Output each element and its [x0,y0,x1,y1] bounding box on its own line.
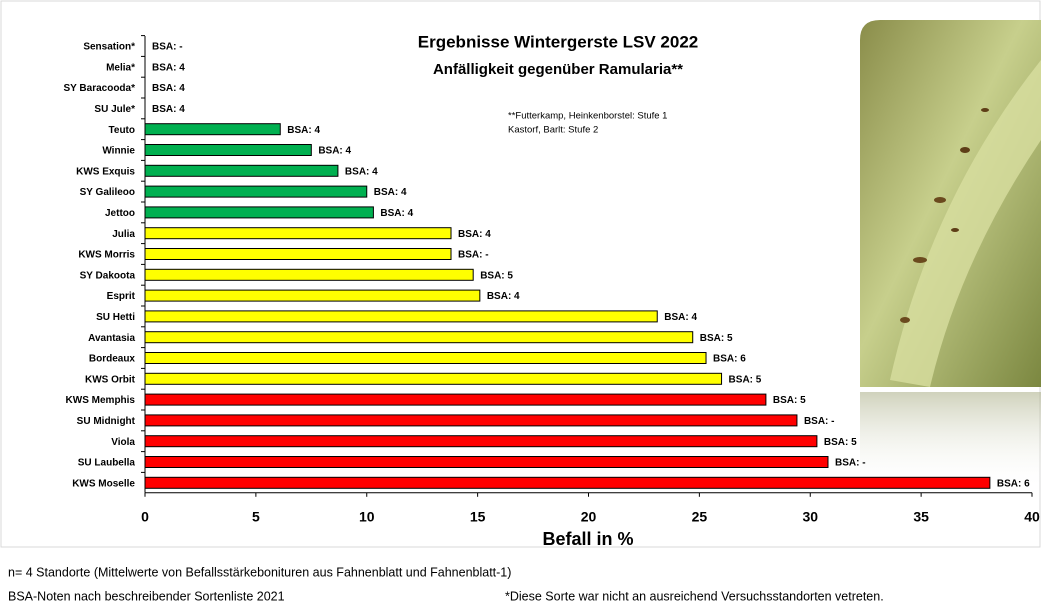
y-tick-label: KWS Moselle [72,478,135,489]
x-tick-label: 15 [470,509,486,525]
y-tick-label: Sensation* [83,42,135,53]
bar [145,457,828,468]
bar [145,249,451,260]
footnote: BSA-Noten nach beschreibender Sortenlist… [8,589,285,603]
chart-title: Ergebnisse Wintergerste LSV 2022 [418,32,698,51]
bsa-label: BSA: 5 [824,437,857,448]
bsa-label: BSA: 5 [480,270,513,281]
x-tick-label: 0 [141,509,149,525]
x-tick-label: 20 [581,509,597,525]
bar [145,477,990,488]
bar [145,290,480,301]
x-tick-label: 10 [359,509,375,525]
bsa-label: BSA: 6 [713,354,746,365]
y-tick-label: KWS Orbit [85,374,136,385]
bsa-label: BSA: 4 [664,312,697,323]
x-tick-label: 30 [802,509,818,525]
bar [145,332,693,343]
bsa-label: BSA: 5 [773,395,806,406]
y-tick-label: Julia [112,229,135,240]
y-tick-label: Bordeaux [89,354,136,365]
bar [145,145,311,156]
y-tick-label: SU Laubella [78,458,136,469]
bar [145,373,722,384]
bar [145,353,706,364]
bsa-label: BSA: - [152,42,183,53]
x-tick-label: 25 [692,509,708,525]
bsa-label: BSA: 4 [152,83,185,94]
y-tick-label: Esprit [107,291,136,302]
y-tick-label: KWS Memphis [66,395,136,406]
bar [145,415,797,426]
y-tick-label: Winnie [102,146,135,157]
bsa-label: BSA: 6 [997,478,1030,489]
y-tick-label: SU Jule* [94,104,135,115]
x-tick-label: 40 [1024,509,1040,525]
bsa-label: BSA: 4 [345,166,378,177]
bsa-label: BSA: 5 [700,333,733,344]
chart-subtitle: Anfälligkeit gegenüber Ramularia** [433,61,683,78]
bar [145,124,280,135]
bsa-label: BSA: 4 [487,291,520,302]
chart: Ergebnisse Wintergerste LSV 2022 Anfälli… [0,0,1041,607]
annotation: Kastorf, Barlt: Stufe 2 [508,125,598,136]
y-tick-label: SY Galileoo [80,187,135,198]
bsa-label: BSA: 4 [458,229,491,240]
bsa-label: BSA: 4 [380,208,413,219]
x-axis-label: Befall in % [542,529,633,549]
leaf-photo [860,20,1041,490]
y-tick-label: Viola [111,437,135,448]
bsa-label: BSA: 4 [152,104,185,115]
y-tick-label: Teuto [109,125,135,136]
y-tick-label: SY Baracooda* [63,83,135,94]
y-tick-label: KWS Exquis [76,166,135,177]
bar [145,436,817,447]
footnote: *Diese Sorte war nicht an ausreichend Ve… [505,589,884,603]
bsa-label: BSA: 4 [152,62,185,73]
bar [145,207,373,218]
bar [145,394,766,405]
y-tick-label: KWS Morris [78,250,135,261]
bsa-label: BSA: 4 [287,125,320,136]
y-tick-label: SU Hetti [96,312,135,323]
bsa-label: BSA: 5 [729,374,762,385]
bsa-label: BSA: - [835,458,866,469]
bsa-label: BSA: 4 [318,146,351,157]
bar [145,228,451,239]
bar [145,311,657,322]
bar [145,186,367,197]
y-tick-label: Melia* [106,62,135,73]
annotation: **Futterkamp, Heinkenborstel: Stufe 1 [508,111,667,122]
y-tick-label: Avantasia [88,333,135,344]
bar [145,165,338,176]
bsa-label: BSA: - [458,250,489,261]
bsa-label: BSA: 4 [374,187,407,198]
y-tick-label: SY Dakoota [80,270,136,281]
bar [145,269,473,280]
footnote: n= 4 Standorte (Mittelwerte von Befallss… [8,565,511,579]
y-tick-label: Jettoo [105,208,135,219]
bsa-label: BSA: - [804,416,835,427]
x-tick-label: 35 [913,509,929,525]
x-tick-label: 5 [252,509,260,525]
y-tick-label: SU Midnight [77,416,136,427]
